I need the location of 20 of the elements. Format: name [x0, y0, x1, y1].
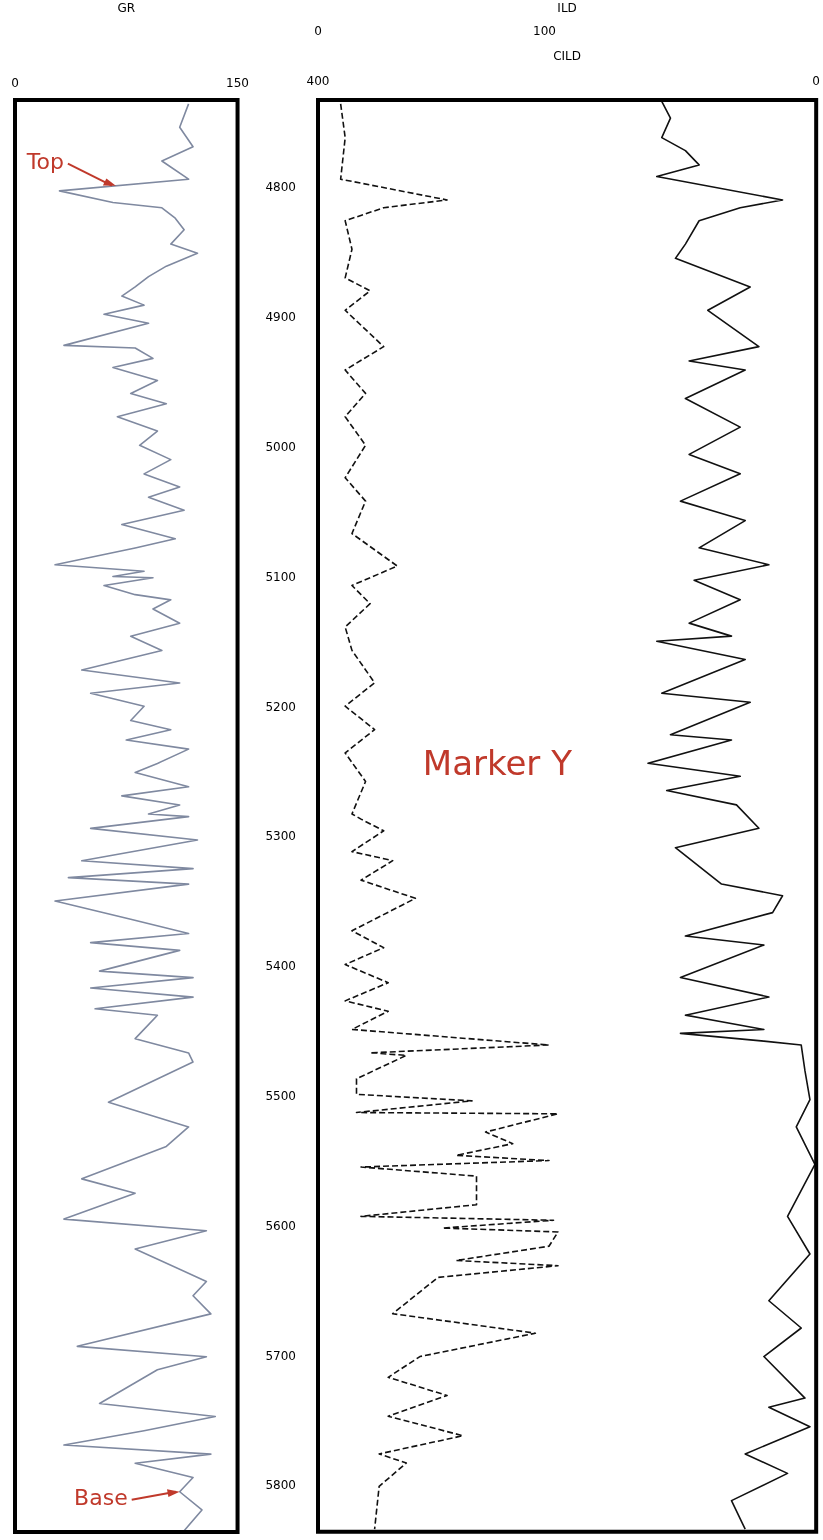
y-tick-label: 5200 — [265, 699, 296, 714]
annotation: Top — [25, 149, 64, 175]
y-tick-label: 5800 — [265, 1478, 296, 1493]
y-tick-label: 5000 — [265, 440, 296, 455]
x-axis-title: GR — [117, 1, 136, 16]
x-axis-title: ILD — [557, 1, 577, 16]
x-tick-label: 100 — [532, 23, 556, 38]
y-tick-label: 5300 — [265, 829, 296, 844]
y-tick-label: 4900 — [265, 310, 296, 325]
x2-tick-label: 400 — [306, 73, 330, 88]
annotation: Base — [74, 1485, 128, 1511]
x2-axis-title: CILD — [553, 49, 582, 64]
x-tick-label: 150 — [226, 75, 249, 90]
annotation: Marker Y — [422, 742, 573, 783]
y-tick-label: 5700 — [265, 1348, 296, 1363]
y-tick-label: 5400 — [265, 959, 296, 974]
y-tick-label: 4800 — [265, 180, 296, 195]
y-tick-label: 5100 — [265, 569, 296, 584]
y-tick-label: 5600 — [265, 1218, 296, 1233]
y-tick-label: 5500 — [265, 1089, 296, 1104]
